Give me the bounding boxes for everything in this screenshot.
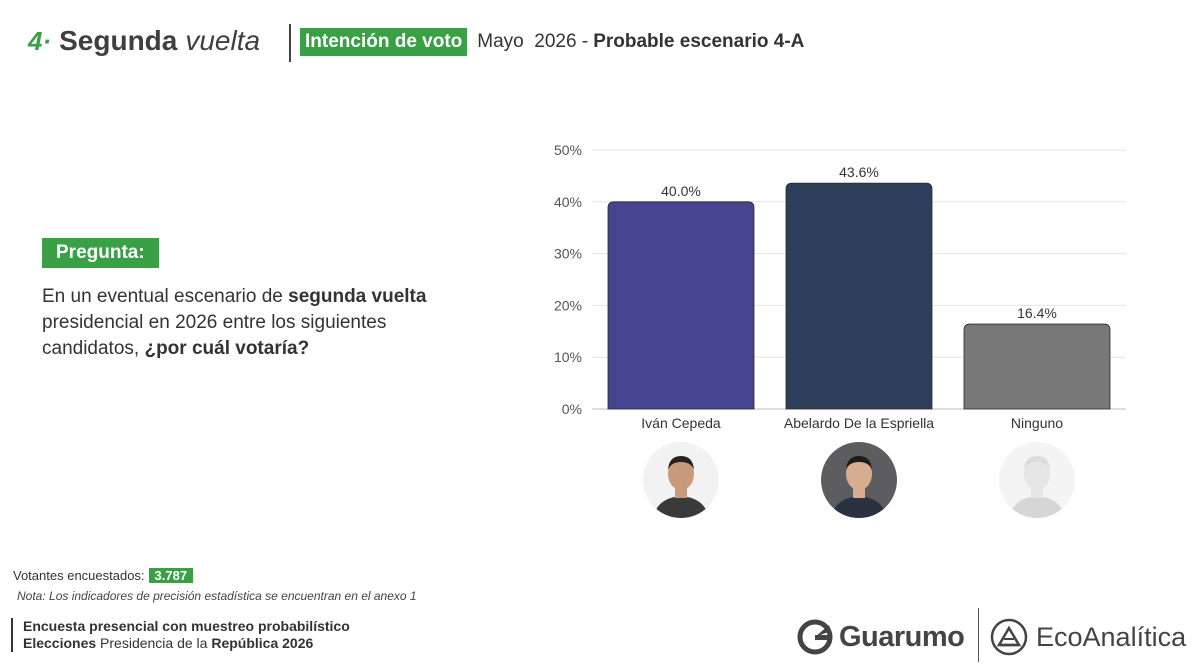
- guarumo-logo-icon: [797, 619, 833, 655]
- y-tick-label: 40%: [554, 194, 582, 210]
- voters-value: 3.787: [148, 568, 194, 583]
- voters-label: Votantes encuestados:: [13, 568, 145, 583]
- method-line-1: Encuesta presencial con muestreo probabi…: [23, 618, 350, 634]
- person-photo-icon: [831, 456, 887, 518]
- y-tick-label: 10%: [554, 349, 582, 365]
- guarumo-logo-text: Guarumo: [839, 620, 965, 653]
- methodology: Encuesta presencial con muestreo probabi…: [11, 618, 350, 652]
- bar: [607, 201, 755, 410]
- method-mid: Presidencia de la: [96, 635, 212, 651]
- abelardo-avatar: [821, 442, 897, 518]
- x-category-label: Iván Cepeda: [641, 415, 721, 431]
- question-text-bold: ¿por cuál votaría?: [144, 338, 310, 359]
- bar: [785, 182, 933, 410]
- x-category-label: Abelardo De la Espriella: [784, 415, 934, 431]
- scenario-label: Probable escenario 4-A: [593, 31, 805, 52]
- question-text-bold: segunda vuelta: [288, 286, 427, 307]
- y-tick-label: 30%: [554, 246, 582, 262]
- section-number: 4·: [28, 25, 52, 56]
- bar-value-label: 16.4%: [1017, 305, 1057, 321]
- logo-divider: [978, 608, 979, 662]
- person-photo-icon: [653, 456, 709, 518]
- x-category-label: Ninguno: [1011, 415, 1063, 431]
- section-title: Segunda: [59, 25, 178, 56]
- bar-value-label: 40.0%: [661, 183, 701, 199]
- method-line-2: Elecciones Presidencia de la República 2…: [23, 635, 350, 652]
- y-tick-label: 50%: [554, 142, 582, 158]
- question-text: En un eventual escenario de segunda vuel…: [42, 284, 482, 362]
- vote-intention-bar-chart: 0% 10% 20% 30% 40% 50% 40.0% Iván Cepeda 43.6% Ab…: [554, 142, 1126, 431]
- method-bold-2: República 2026: [211, 635, 314, 651]
- question-badge: Pregunta:: [42, 238, 159, 268]
- voters-count: Votantes encuestados: 3.787: [13, 568, 194, 583]
- survey-date: Mayo 2026 -: [477, 31, 589, 52]
- header-divider: [289, 24, 291, 62]
- method-bold-1: Elecciones: [23, 635, 97, 651]
- section-header: 4· Segunda vuelta: [28, 20, 260, 62]
- ecoanalitica-logo-text: EcoAnalítica: [1036, 621, 1187, 652]
- y-tick-label: 20%: [554, 297, 582, 313]
- question-text-part: En un eventual escenario de: [42, 286, 289, 307]
- section-title-italic: vuelta: [185, 25, 261, 56]
- ecoanalitica-logo: EcoAnalítica: [990, 616, 1186, 658]
- topic-badge: Intención de voto: [300, 28, 468, 56]
- ivan-cepeda-avatar: [643, 442, 719, 518]
- subheader: Intención de voto Mayo 2026 - Probable e…: [300, 27, 804, 57]
- question-text-part: presidencial en 2026 entre los siguiente…: [42, 312, 387, 359]
- y-tick-label: 0%: [562, 401, 582, 417]
- ecoanalitica-logo-icon: [990, 618, 1028, 656]
- precision-note: Nota: Los indicadores de precisión estad…: [17, 589, 417, 603]
- guarumo-logo: Guarumo: [797, 616, 965, 658]
- bar-value-label: 43.6%: [839, 164, 879, 180]
- bar: [963, 323, 1111, 410]
- mannequin-icon: [1009, 456, 1065, 518]
- ninguno-avatar: [999, 442, 1075, 518]
